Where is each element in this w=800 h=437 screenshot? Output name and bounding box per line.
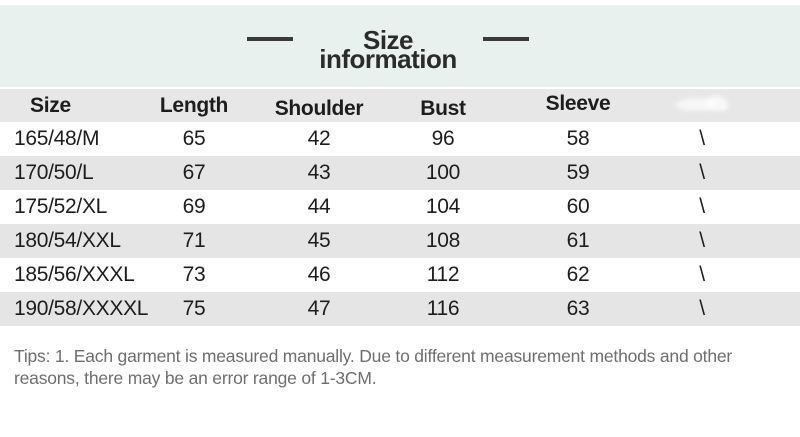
cell-size: 165/48/M <box>14 127 100 150</box>
column-header-length: Length <box>132 89 256 122</box>
page-title: Size information <box>319 23 457 74</box>
cell-extra: \ <box>652 292 800 326</box>
table-row: 175/52/XL 69 44 104 60 \ <box>0 190 800 224</box>
cell-extra: \ <box>699 263 705 286</box>
cell-size: 170/50/L <box>0 156 132 190</box>
cell-extra: \ <box>652 224 800 258</box>
cell-sleeve: 60 <box>566 195 590 218</box>
table-row: 185/56/XXXL 73 46 112 62 \ <box>0 258 800 292</box>
title-line1: Size <box>362 24 414 55</box>
title-dash-right-icon <box>482 37 529 41</box>
column-header-blank <box>652 89 800 122</box>
cell-shoulder: 43 <box>256 156 382 190</box>
cell-bust: 116 <box>382 292 504 326</box>
cell-sleeve: 61 <box>504 224 652 258</box>
cell-bust: 104 <box>425 195 461 218</box>
table-row: 190/58/XXXXL 75 47 116 63 \ <box>0 292 800 326</box>
cell-length: 67 <box>132 156 256 190</box>
cell-bust: 96 <box>431 127 455 150</box>
cell-extra: \ <box>699 195 705 218</box>
cell-size: 185/56/XXXL <box>14 263 135 286</box>
cell-bust: 112 <box>426 263 460 286</box>
title-banner: Size information <box>0 5 800 87</box>
cell-shoulder: 47 <box>256 292 382 326</box>
cell-size: 180/54/XXL <box>0 224 132 258</box>
watermark-smudge-icon <box>706 96 728 111</box>
table-header-row: Size Length Shoulder Bust Sleeve <box>0 89 800 122</box>
cell-sleeve: 63 <box>504 292 652 326</box>
cell-length: 65 <box>182 127 206 150</box>
title-line2: information <box>319 44 457 74</box>
cell-sleeve: 58 <box>566 127 590 150</box>
cell-length: 75 <box>132 292 256 326</box>
column-header-sleeve: Sleeve <box>504 89 652 122</box>
cell-shoulder: 46 <box>307 263 331 286</box>
column-header-size: Size <box>0 89 132 122</box>
tips-note: Tips: 1. Each garment is measured manual… <box>0 345 800 389</box>
cell-sleeve: 62 <box>566 263 590 286</box>
cell-size: 190/58/XXXXL <box>0 292 148 326</box>
cell-extra: \ <box>699 127 705 150</box>
column-header-bust: Bust <box>382 89 504 122</box>
cell-shoulder: 44 <box>307 195 331 218</box>
column-header-shoulder: Shoulder <box>256 89 382 122</box>
title-group: Size information <box>247 23 529 74</box>
tips-line2: reasons, there may be an error range of … <box>14 368 377 389</box>
size-table: Size Length Shoulder Bust Sleeve 165/48/… <box>0 89 800 326</box>
title-dash-left-icon <box>247 37 294 41</box>
cell-sleeve: 59 <box>504 156 652 190</box>
cell-bust: 108 <box>382 224 504 258</box>
cell-bust: 100 <box>382 156 504 190</box>
cell-extra: \ <box>652 156 800 190</box>
cell-size: 175/52/XL <box>14 195 108 218</box>
table-row: 165/48/M 65 42 96 58 \ <box>0 122 800 156</box>
cell-shoulder: 45 <box>256 224 382 258</box>
cell-length: 71 <box>132 224 256 258</box>
cell-length: 73 <box>182 263 206 286</box>
table-row: 170/50/L 67 43 100 59 \ <box>0 156 800 190</box>
table-row: 180/54/XXL 71 45 108 61 \ <box>0 224 800 258</box>
cell-shoulder: 42 <box>307 127 331 150</box>
cell-length: 69 <box>182 195 206 218</box>
tips-line1: Tips: 1. Each garment is measured manual… <box>14 346 733 366</box>
